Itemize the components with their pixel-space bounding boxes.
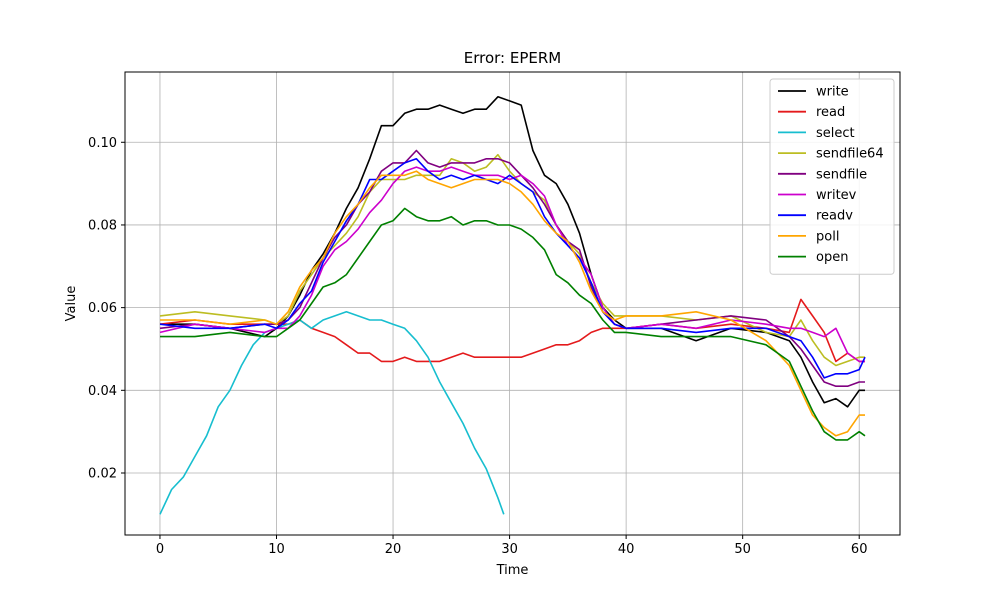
x-tick-label: 50 <box>734 542 751 557</box>
legend-label-sendfile64: sendfile64 <box>816 147 884 162</box>
legend-label-read: read <box>816 105 845 120</box>
legend-label-write: write <box>816 85 849 100</box>
legend: write read select sendfile64 sendfile writev r… <box>769 78 895 275</box>
x-tick-label: 10 <box>268 542 285 557</box>
series-line-write <box>160 96 865 408</box>
series-line-read <box>159 298 865 363</box>
y-tick-label: 0.06 <box>88 301 117 316</box>
y-tick-label: 0.10 <box>88 136 117 151</box>
legend-label-open: open <box>816 250 848 265</box>
series-line-select <box>159 311 505 515</box>
y-tick-label: 0.08 <box>88 218 117 233</box>
x-tick-label: 20 <box>385 542 402 557</box>
x-axis-label: Time <box>496 563 529 578</box>
series-lines <box>159 96 866 515</box>
x-tick-label: 40 <box>618 542 635 557</box>
chart-title: Error: EPERM <box>464 49 562 67</box>
legend-label-sendfile: sendfile <box>816 167 867 182</box>
series-line-readv <box>159 158 866 379</box>
y-tick-label: 0.04 <box>88 384 117 399</box>
y-axis-label: Value <box>64 286 79 322</box>
legend-label-poll: poll <box>816 229 839 244</box>
x-tick-label: 0 <box>156 542 164 557</box>
legend-label-writev: writev <box>816 188 857 203</box>
series-line-sendfile64 <box>159 153 865 367</box>
x-tick-label: 60 <box>851 542 868 557</box>
series-line-poll <box>160 170 865 437</box>
series-line-open <box>160 207 866 441</box>
axis-ticks: 0 10 20 30 40 50 60 0.02 0.04 0.06 0.08 0.10 <box>88 136 867 557</box>
legend-box <box>769 78 895 275</box>
x-tick-label: 30 <box>501 542 518 557</box>
plot-area-frame <box>124 71 901 536</box>
series-line-writev <box>159 166 865 363</box>
legend-label-select: select <box>816 126 855 141</box>
legend-label-readv: readv <box>816 209 853 224</box>
y-tick-label: 0.02 <box>88 466 117 481</box>
